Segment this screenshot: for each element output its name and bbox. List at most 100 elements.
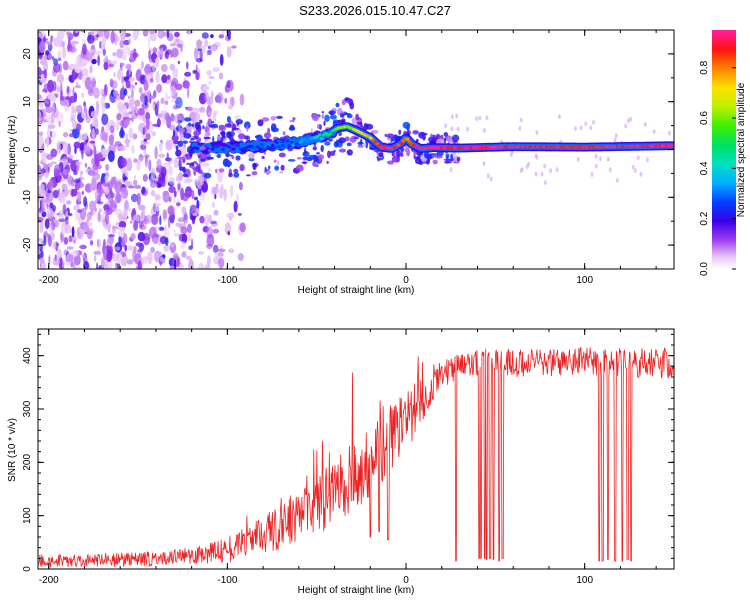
- spectrogram-cell: [128, 185, 135, 189]
- spectrogram-cell: [50, 94, 56, 102]
- spectrogram-cell: [62, 46, 67, 59]
- spectrogram-cell: [46, 154, 54, 160]
- spectrogram-cell: [95, 100, 100, 114]
- spectrogram-cell: [230, 96, 235, 107]
- spectrogram-cell: [191, 107, 200, 113]
- spectrogram-cell: [227, 231, 231, 236]
- spectrogram-cell: [158, 153, 166, 158]
- spectrogram-cell: [187, 223, 192, 234]
- spectrogram-cell: [151, 167, 156, 180]
- spectrogram-cell: [216, 153, 221, 159]
- snr-frame: [37, 328, 675, 570]
- spectrogram-cell: [227, 30, 231, 40]
- spectrogram-cell: [319, 124, 322, 131]
- spectrogram-cell: [173, 157, 179, 169]
- spectrogram-cell: [217, 252, 224, 257]
- spectrogram-cell: [42, 198, 47, 210]
- spectrogram-cell: [248, 157, 255, 162]
- spectrogram-cell: [152, 202, 156, 213]
- spectrogram-cell: [115, 192, 122, 204]
- spectrogram-cell: [121, 75, 124, 84]
- spectrogram-cell: [79, 244, 87, 250]
- spectrogram-cell: [222, 30, 226, 35]
- spectrogram-cell: [323, 120, 326, 127]
- spectrogram-cell: [70, 262, 76, 268]
- spectrogram-cell: [126, 158, 133, 172]
- spectrogram-cell: [139, 220, 144, 229]
- spectrogram-cell: [208, 214, 212, 224]
- spectrogram-cell: [404, 147, 410, 153]
- spectrogram-cell: [264, 166, 267, 173]
- spectrogram-cell: [206, 51, 209, 57]
- spectrogram-cell: [202, 125, 205, 129]
- spectrogram-cell: [443, 132, 449, 137]
- spectrogram-cell: [160, 256, 163, 262]
- spectrogram-cell: [212, 244, 219, 253]
- spectrogram-cell: [584, 121, 588, 127]
- spectrogram-cell: [188, 245, 193, 250]
- spectrogram-cell: [243, 121, 251, 129]
- spectrogram-cell: [509, 152, 513, 158]
- spectrogram-cell: [164, 237, 169, 246]
- spectrogram-ridge-cell: [259, 143, 264, 146]
- spectrogram-cell: [175, 130, 177, 137]
- spectrogram-cell: [123, 232, 128, 245]
- spectrogram-cell: [289, 120, 295, 123]
- spectrogram-xtick-label: 100: [576, 275, 593, 286]
- spectrogram-cell: [667, 130, 671, 136]
- spectrogram-cell: [40, 262, 47, 269]
- spectrogram-cell: [175, 149, 182, 157]
- spectrogram-cell: [337, 119, 345, 124]
- spectrogram-cell: [422, 135, 426, 140]
- spectrogram-cell: [160, 63, 168, 73]
- spectrogram-cell: [182, 173, 188, 177]
- spectrogram-cell: [181, 206, 187, 215]
- spectrogram-cell: [38, 238, 43, 242]
- spectrogram-cell: [171, 99, 176, 103]
- spectrogram-cell: [81, 68, 89, 76]
- spectrogram-cell: [349, 101, 355, 110]
- spectrogram-ridge-cell: [289, 140, 294, 144]
- spectrogram-cell: [193, 168, 197, 176]
- spectrogram-cell: [386, 133, 395, 139]
- spectrogram-cell: [346, 142, 352, 147]
- spectrogram-cell: [168, 166, 173, 176]
- spectrogram-cell: [193, 47, 199, 60]
- spectrogram-cell: [116, 113, 122, 121]
- spectrogram-cell: [124, 118, 130, 126]
- spectrogram-cell: [201, 32, 209, 39]
- spectrogram-cell: [102, 48, 107, 56]
- spectrogram-cell: [105, 163, 109, 172]
- spectrogram-cell: [203, 136, 211, 140]
- spectrogram-cell: [173, 190, 177, 198]
- spectrogram-cell: [534, 171, 538, 177]
- spectrogram-cell: [69, 95, 76, 104]
- spectrogram-cell: [170, 243, 174, 248]
- spectrogram-cell: [166, 30, 170, 39]
- spectrogram-cell: [346, 113, 353, 119]
- spectrogram-cell: [124, 138, 131, 145]
- spectrogram-cell: [175, 145, 179, 151]
- spectrogram-cell: [227, 104, 234, 110]
- spectrogram-cell: [614, 133, 618, 139]
- spectrogram-cell: [119, 39, 124, 49]
- spectrogram-cell: [93, 87, 100, 99]
- spectrogram-cell: [134, 184, 142, 189]
- spectrogram-cell: [129, 76, 135, 83]
- spectrogram-cell: [120, 126, 124, 138]
- spectrogram-cell: [57, 34, 62, 47]
- spectrogram-cell: [110, 192, 115, 199]
- spectrogram-ridge-cell: [210, 147, 215, 151]
- spectrogram-cell: [185, 178, 193, 183]
- spectrogram-cell: [81, 253, 86, 259]
- spectrogram-cell: [189, 204, 197, 212]
- spectrogram-cell: [443, 158, 452, 161]
- spectrogram-cell: [89, 65, 93, 74]
- spectrogram-cell: [321, 114, 324, 119]
- spectrogram-cell: [89, 80, 96, 91]
- spectrogram-cell: [181, 251, 187, 258]
- spectrogram-cell: [112, 90, 119, 97]
- spectrogram-cell: [320, 145, 324, 152]
- spectrogram-ridge-cell: [671, 144, 674, 148]
- spectrogram-cell: [124, 244, 127, 252]
